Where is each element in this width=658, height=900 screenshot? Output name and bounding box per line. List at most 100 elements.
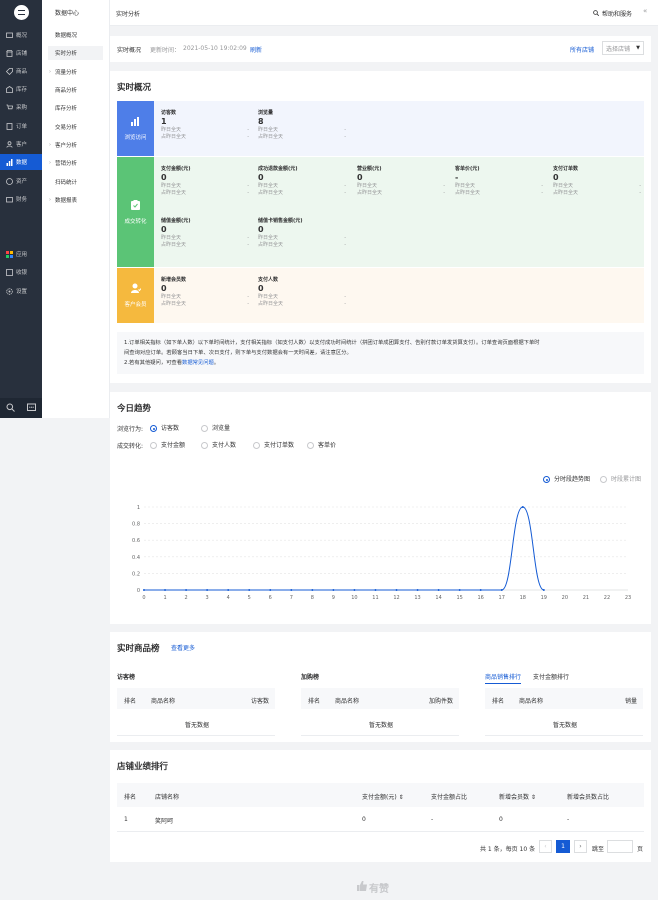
conversion-label: 成交转化: xyxy=(117,443,144,450)
message-icon[interactable] xyxy=(27,403,36,414)
metric-share-value: - xyxy=(247,134,249,140)
next-page-button[interactable]: › xyxy=(574,840,587,853)
subnav-scan[interactable]: 扫码统计 xyxy=(48,175,103,189)
subnav-label: 扫码统计 xyxy=(55,180,78,186)
prev-page-button[interactable]: ‹ xyxy=(539,840,552,853)
metric-compare-label: 昨日全天 xyxy=(161,127,182,133)
radio-pay-amount[interactable]: 支付金额 xyxy=(150,440,185,449)
col-header-sortable[interactable]: 支付金额(元) ⇕ xyxy=(362,794,404,801)
faq-link[interactable]: 数据常见问题 xyxy=(182,360,214,366)
metric-compare-value: - xyxy=(344,235,346,241)
nav-data[interactable]: 数据 xyxy=(0,154,42,170)
page-button-current[interactable]: 1 xyxy=(556,840,570,853)
products-card: 实时商品榜 查看更多 访客榜 加购榜 商品销售排行 支付金额排行 排名 商品名称 访… xyxy=(110,632,651,742)
trend-card: 今日趋势 浏览行为: 访客数 浏览量 成交转化: 支付金额 支付人数 支付订单数… xyxy=(110,392,651,624)
subnav-marketing[interactable]: › 营销分析 xyxy=(48,156,103,170)
section-title: 实时商品榜 xyxy=(117,644,160,654)
nav-customers[interactable]: 客户 xyxy=(0,136,42,152)
col-header: 商品名称 xyxy=(519,698,544,705)
chevron-right-icon: › xyxy=(49,142,51,148)
nav-settings[interactable]: 设置 xyxy=(0,283,42,299)
subnav-realtime[interactable]: 实时分析 xyxy=(48,46,103,60)
y-tick-label: 0 xyxy=(137,588,140,594)
y-tick-label: 0.6 xyxy=(132,538,140,544)
all-shops-link[interactable]: 所有店铺 xyxy=(570,47,595,54)
gear-icon xyxy=(6,287,13,295)
bar-chart-icon xyxy=(6,158,13,166)
empty-state: 暂无数据 xyxy=(185,722,210,729)
cashier-icon xyxy=(6,268,13,276)
metric-name: 客单价(元) xyxy=(455,166,480,172)
nav-label: 收银 xyxy=(16,270,28,276)
subnav-inventory[interactable]: 库存分析 xyxy=(48,101,103,115)
nav-finance[interactable]: 财务 xyxy=(0,191,42,207)
subnav-overview[interactable]: 数据概况 xyxy=(48,28,103,42)
brand-text: 有赞 xyxy=(369,884,389,895)
radio-pageviews[interactable]: 浏览量 xyxy=(201,423,230,432)
collapse-icon[interactable]: « xyxy=(643,7,648,15)
caret-down-icon: ▼ xyxy=(636,45,640,51)
col-header: 店铺名称 xyxy=(155,794,180,801)
nav-inventory[interactable]: 库存 xyxy=(0,81,42,97)
help-label: 帮助和服务 xyxy=(602,11,633,18)
nav-apps[interactable]: 应用 xyxy=(0,246,42,262)
x-tick-label: 11 xyxy=(372,595,378,601)
tab-sales-rank[interactable]: 商品销售排行 xyxy=(485,672,522,684)
data-point xyxy=(185,589,188,591)
subnav-customers[interactable]: › 客户分析 xyxy=(48,138,103,152)
help-link[interactable]: 帮助和服务 xyxy=(593,9,632,18)
nav-goods[interactable]: 商品 xyxy=(0,63,42,79)
metric-value: - xyxy=(455,173,459,182)
nav-store[interactable]: 店铺 xyxy=(0,45,42,61)
metric-share-label: 占昨日全天 xyxy=(161,190,187,196)
radio-visitors[interactable]: 访客数 xyxy=(150,423,179,432)
nav-label: 采购 xyxy=(16,105,28,111)
browse-group: 浏览访问 访客数 1 昨日全天 - 占昨日全天 - 浏览量 8 昨日全天 - 占昨日全天 - xyxy=(117,101,644,156)
group-label: 客户会员 xyxy=(124,302,147,308)
store-logo[interactable] xyxy=(14,5,29,20)
nav-purchase[interactable]: 采购 xyxy=(0,99,42,115)
jump-page-input[interactable] xyxy=(607,840,633,853)
metric-name: 新增会员数 xyxy=(161,277,187,283)
metric-share-value: - xyxy=(541,190,543,196)
secondary-nav-title: 数据中心 xyxy=(55,10,80,17)
data-point xyxy=(164,589,167,591)
metric-compare-value: - xyxy=(541,183,543,189)
nav-label: 订单 xyxy=(16,124,28,130)
col-header-sortable[interactable]: 新增会员数 ⇕ xyxy=(499,794,536,801)
metric-share-value: - xyxy=(247,190,249,196)
metric-compare-label: 昨日全天 xyxy=(161,294,182,300)
metric-value: 0 xyxy=(258,225,264,234)
tab-amount-rank[interactable]: 支付金额排行 xyxy=(533,674,570,681)
subnav-goods[interactable]: 商品分析 xyxy=(48,83,103,97)
subnav-trade[interactable]: 交易分析 xyxy=(48,120,103,134)
overview-icon xyxy=(6,32,13,39)
radio-pay-users[interactable]: 支付人数 xyxy=(201,440,236,449)
radio-label: 客单价 xyxy=(318,442,337,449)
nav-overview[interactable]: 概况 xyxy=(0,27,42,43)
metric-name: 访客数 xyxy=(161,110,177,116)
metric-share-label: 占昨日全天 xyxy=(455,190,481,196)
metric-share-value: - xyxy=(344,242,346,248)
subnav-reports[interactable]: › 数据报表 xyxy=(48,193,103,207)
nav-cashier[interactable]: 收银 xyxy=(0,264,42,280)
radio-avg-price[interactable]: 客单价 xyxy=(307,440,336,449)
metric-value: 0 xyxy=(357,173,363,182)
conversion-group: 成交转化 支付金额(元) 0 昨日全天 - 占昨日全天 - 成功退款金额(元) 0 昨日全天 - 占… xyxy=(117,157,644,267)
refresh-link[interactable]: 刷新 xyxy=(250,47,263,54)
cart-icon xyxy=(6,104,13,111)
radio-label: 浏览量 xyxy=(212,425,231,432)
search-icon[interactable] xyxy=(6,403,15,414)
radio-cumulative[interactable]: 时段累计图 xyxy=(600,474,641,483)
nav-label: 财务 xyxy=(16,197,28,203)
radio-pay-orders[interactable]: 支付订单数 xyxy=(253,440,294,449)
view-more-link[interactable]: 查看更多 xyxy=(171,645,196,652)
subnav-traffic[interactable]: › 流量分析 xyxy=(48,65,103,79)
radio-label: 访客数 xyxy=(161,425,180,432)
col-header: 销量 xyxy=(624,698,637,705)
metric-compare-value: - xyxy=(344,294,346,300)
nav-orders[interactable]: 订单 xyxy=(0,118,42,134)
shop-select[interactable]: 选择店铺 ▼ xyxy=(602,41,644,55)
radio-hourly-trend[interactable]: 分时段趋势图 xyxy=(543,474,590,483)
nav-assets[interactable]: 资产 xyxy=(0,173,42,189)
